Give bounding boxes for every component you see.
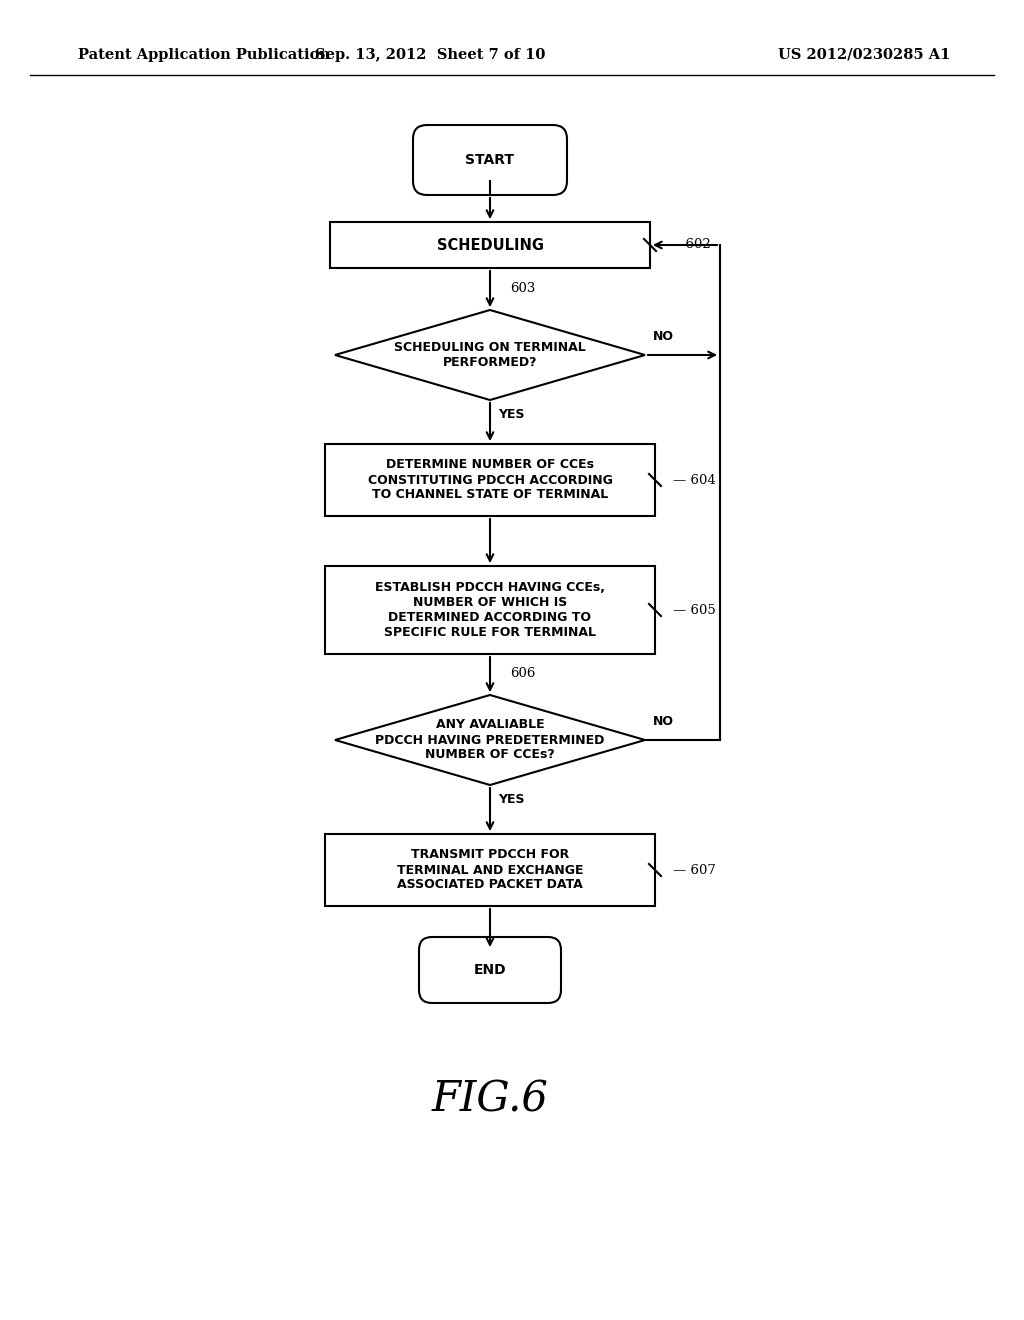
Text: TRANSMIT PDCCH FOR
TERMINAL AND EXCHANGE
ASSOCIATED PACKET DATA: TRANSMIT PDCCH FOR TERMINAL AND EXCHANGE…: [396, 849, 584, 891]
Text: — 605: — 605: [673, 603, 716, 616]
Bar: [330, 222, 650, 268]
Text: SCHEDULING: SCHEDULING: [436, 238, 544, 252]
Text: SCHEDULING ON TERMINAL
PERFORMED?: SCHEDULING ON TERMINAL PERFORMED?: [394, 341, 586, 370]
Text: — 602: — 602: [668, 239, 711, 252]
Text: ANY AVALIABLE
PDCCH HAVING PREDETERMINED
NUMBER OF CCEs?: ANY AVALIABLE PDCCH HAVING PREDETERMINED…: [376, 718, 605, 762]
Text: YES: YES: [498, 408, 524, 421]
Text: NO: NO: [653, 330, 674, 343]
Text: ESTABLISH PDCCH HAVING CCEs,
NUMBER OF WHICH IS
DETERMINED ACCORDING TO
SPECIFIC: ESTABLISH PDCCH HAVING CCEs, NUMBER OF W…: [375, 581, 605, 639]
Polygon shape: [335, 310, 645, 400]
Text: US 2012/0230285 A1: US 2012/0230285 A1: [777, 48, 950, 62]
Text: NO: NO: [653, 715, 674, 729]
Text: FIG.6: FIG.6: [431, 1078, 549, 1121]
Text: START: START: [466, 153, 514, 168]
Text: Sep. 13, 2012  Sheet 7 of 10: Sep. 13, 2012 Sheet 7 of 10: [314, 48, 545, 62]
Text: DETERMINE NUMBER OF CCEs
CONSTITUTING PDCCH ACCORDING
TO CHANNEL STATE OF TERMIN: DETERMINE NUMBER OF CCEs CONSTITUTING PD…: [368, 458, 612, 502]
Text: 603: 603: [510, 282, 536, 294]
Bar: [325, 566, 655, 653]
FancyBboxPatch shape: [419, 937, 561, 1003]
Polygon shape: [335, 696, 645, 785]
Text: END: END: [474, 964, 506, 977]
Bar: [325, 444, 655, 516]
FancyBboxPatch shape: [413, 125, 567, 195]
Text: YES: YES: [498, 793, 524, 807]
Text: — 604: — 604: [673, 474, 716, 487]
Bar: [325, 834, 655, 906]
Text: Patent Application Publication: Patent Application Publication: [78, 48, 330, 62]
Text: — 607: — 607: [673, 863, 716, 876]
Text: 606: 606: [510, 667, 536, 680]
